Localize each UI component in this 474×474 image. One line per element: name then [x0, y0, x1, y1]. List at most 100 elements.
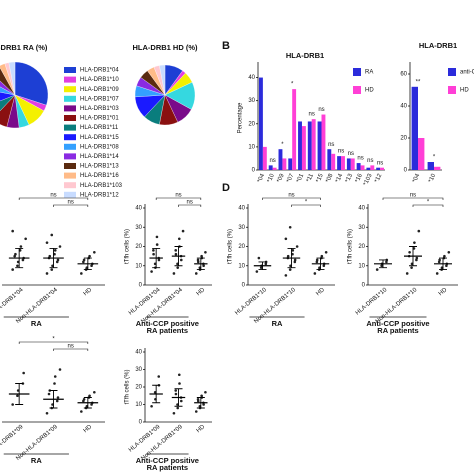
- pie-slice: [8, 61, 16, 96]
- bracket: [53, 348, 89, 351]
- pie-slice: [0, 80, 16, 96]
- dot: [16, 264, 19, 268]
- group-label: RA patients: [147, 463, 188, 472]
- y-tick-label: 20: [358, 244, 365, 250]
- significance: *: [52, 337, 55, 343]
- legend-swatch: [448, 68, 456, 76]
- dot: [178, 382, 181, 385]
- legend-label: HLA-DRB1*103: [80, 183, 123, 189]
- dot: [157, 258, 161, 262]
- dot: [179, 258, 183, 262]
- legend-label: HLA-DRB1*01: [80, 116, 119, 122]
- dot: [415, 256, 419, 260]
- significance: ns: [186, 200, 192, 206]
- dot: [11, 403, 14, 406]
- legend-swatch: [64, 172, 76, 179]
- dot: [204, 390, 207, 394]
- legend-label: HLA-DRB1*15: [80, 135, 119, 141]
- significance: ns: [318, 107, 324, 113]
- y-tick-label: 30: [248, 98, 255, 104]
- bar: [337, 156, 342, 170]
- dot: [172, 411, 176, 415]
- y-tick-label: 40: [358, 206, 365, 212]
- y-tick-label: 0: [242, 283, 246, 289]
- significance: ns: [309, 112, 315, 118]
- legend-swatch: [64, 67, 76, 73]
- legend-label: RA: [365, 70, 373, 76]
- legend-label: HLA-DRB1*12: [80, 192, 119, 198]
- dot: [93, 250, 96, 254]
- dot: [82, 397, 86, 401]
- bar: [350, 158, 355, 170]
- bar: [360, 165, 365, 170]
- bar: [370, 165, 375, 170]
- y-tick-label: 10: [358, 263, 365, 269]
- dot: [322, 264, 326, 268]
- bar: [366, 167, 371, 170]
- y-tick-label: 10: [248, 144, 255, 150]
- x-tick-label: HD: [83, 287, 94, 298]
- panel-label: D: [222, 182, 230, 194]
- x-tick-label: *01: [296, 172, 306, 183]
- dot: [447, 250, 451, 254]
- dot: [196, 397, 200, 401]
- dot: [194, 410, 198, 413]
- dot: [174, 389, 178, 392]
- y-tick-label: 40: [135, 350, 142, 356]
- y-tick-label: 40: [135, 206, 142, 212]
- bracket: [53, 204, 89, 207]
- sd-whisker: [152, 384, 161, 404]
- dot: [152, 252, 155, 256]
- dot: [11, 268, 14, 271]
- dot: [286, 254, 290, 258]
- x-tick-label: HD: [438, 287, 449, 298]
- dot: [157, 375, 161, 378]
- significance: ns: [348, 151, 354, 157]
- y-tick-label: 0: [404, 168, 408, 174]
- legend-swatch: [64, 134, 76, 141]
- dot: [53, 249, 57, 252]
- sd-whisker: [409, 246, 417, 267]
- significance: *: [281, 142, 284, 148]
- bar: [301, 126, 306, 170]
- dot: [284, 274, 288, 277]
- dot: [443, 254, 446, 258]
- y-tick-label: 10: [238, 263, 245, 269]
- legend-label: HLA-DRB1*08: [80, 144, 119, 150]
- dot: [255, 270, 259, 273]
- chart-title: HLA-DRB1 HD (%): [133, 43, 198, 52]
- bar: [288, 158, 293, 170]
- bracket: [155, 197, 202, 200]
- x-tick-label: *13: [345, 172, 355, 183]
- bar: [321, 114, 326, 170]
- dot: [264, 262, 268, 266]
- y-axis-label: tTfh cells (%): [125, 369, 131, 404]
- x-tick-label: *15: [315, 172, 325, 183]
- sd-whisker: [379, 259, 387, 269]
- y-tick-label: 40: [238, 206, 245, 212]
- legend-swatch: [448, 86, 456, 94]
- dot: [45, 272, 49, 275]
- sd-whisker: [49, 247, 58, 269]
- significance: ns: [175, 193, 181, 199]
- y-tick-label: 30: [135, 367, 142, 373]
- significance: ns: [338, 149, 344, 155]
- dot: [174, 249, 178, 252]
- bar: [346, 158, 351, 170]
- dot: [82, 258, 86, 262]
- bar: [427, 162, 434, 170]
- group-label: RA: [31, 456, 42, 465]
- legend-label: HLA-DRB1*03: [80, 106, 119, 112]
- bracket: [18, 197, 89, 200]
- significance: ns: [67, 344, 73, 350]
- y-axis-label: tTfh cells (%): [348, 229, 354, 264]
- dot: [176, 266, 180, 269]
- y-tick-label: 20: [238, 244, 245, 250]
- dot: [295, 245, 299, 248]
- bar: [331, 153, 336, 170]
- legend-swatch: [64, 143, 76, 150]
- dot: [284, 237, 288, 241]
- group-label: RA: [272, 319, 283, 328]
- dot: [24, 237, 27, 241]
- dot: [288, 225, 292, 229]
